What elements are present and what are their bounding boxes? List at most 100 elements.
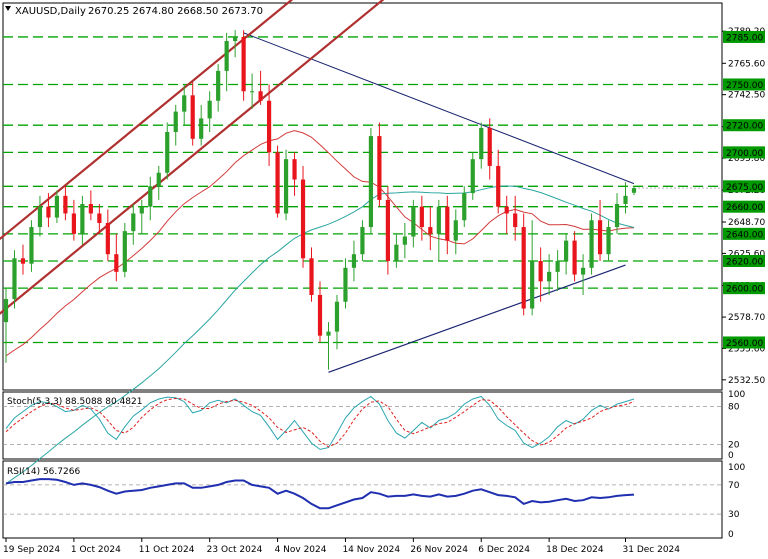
level-tag (723, 180, 765, 193)
chart-header: XAUUSD,Daily 2670.25 2674.80 2668.50 267… (5, 6, 263, 17)
candle-body (368, 136, 374, 228)
candle-body (487, 127, 492, 166)
candle-body (105, 222, 110, 255)
ascending-trendline (328, 264, 626, 373)
candle-body (479, 127, 484, 160)
rsi-label: RSI(14) 56.7266 (7, 467, 80, 477)
candle-body (199, 118, 204, 139)
price-tick-label: 2742.50 (728, 91, 765, 101)
candle-body (564, 240, 569, 261)
level-tag-label: 2750.00 (726, 81, 763, 91)
rsi-line (5, 478, 635, 510)
ohlc-label: 2670.25 2674.80 2668.50 2673.70 (88, 6, 263, 17)
level-tag-label: 2700.00 (726, 149, 763, 159)
candle-body (224, 41, 229, 71)
level-tag-label: 2675.00 (726, 183, 763, 193)
candle-body (165, 132, 170, 173)
channel-upper-line (0, 0, 294, 241)
rsi-tick-label: 0 (728, 530, 734, 540)
main-panel-frame (2, 2, 723, 391)
candle-body (555, 261, 560, 272)
time-tick-label: 23 Oct 2024 (207, 545, 263, 555)
rsi-tick-label: 70 (728, 481, 740, 491)
candle-body (360, 227, 365, 255)
level-labels: 2785.00 2750.00 2720.00 2700.00 2675.00 2660.… (638, 30, 765, 349)
candle-body (470, 159, 475, 194)
candle-body (29, 227, 34, 264)
candle-body (580, 267, 586, 275)
candle-body (275, 152, 280, 214)
candle-body (326, 331, 331, 336)
level-tag (723, 336, 765, 349)
level-tag (723, 30, 765, 43)
candle-body (453, 220, 458, 241)
candle-body (445, 206, 450, 241)
candle-body (266, 100, 272, 153)
time-tick-label: 11 Oct 2024 (139, 545, 195, 555)
time-tick-label: 14 Nov 2024 (342, 545, 400, 555)
candle-body (317, 294, 323, 336)
symbol-label: XAUUSD,Daily (15, 6, 86, 17)
candle-body (63, 195, 68, 214)
candle-body (411, 206, 416, 237)
candle-body (97, 213, 102, 223)
candle-body (292, 159, 297, 180)
candle-body (3, 299, 9, 323)
candle-body (216, 70, 221, 101)
stoch-tick-label: 100 (728, 390, 745, 400)
candle-body (148, 186, 153, 207)
level-tag (723, 146, 765, 159)
candle-body (597, 220, 603, 255)
candle-body (88, 203, 93, 214)
price-tick-label: 2578.70 (728, 313, 765, 323)
price-tick-label: 2695.80 (728, 154, 765, 164)
rsi-panel: 100 70 30 0 (3, 463, 745, 540)
candle-body (351, 254, 357, 268)
candle-body (283, 159, 289, 214)
stoch-tick-label: 0 (728, 451, 734, 461)
candle-body (37, 206, 43, 228)
candle-body (71, 213, 76, 234)
stoch-label: Stoch(5,3,3) 88.5088 80.4821 (7, 397, 142, 407)
candle-body (436, 206, 441, 234)
ma-slow-line (5, 185, 635, 485)
candle-body (513, 213, 518, 228)
candle-body (623, 195, 628, 204)
stochastic-panel: 100 80 200 (3, 390, 745, 461)
candle-body (258, 91, 263, 101)
candle-body (530, 261, 535, 309)
stoch-panel-frame (2, 391, 723, 460)
level-tag (723, 78, 765, 91)
candle-body (233, 36, 238, 42)
level-tag-label: 2640.00 (726, 230, 763, 240)
level-tag (723, 282, 765, 295)
time-tick-label: 31 Dec 2024 (623, 545, 681, 555)
time-axis: 19 Sep 2024 1 Oct 2024 11 Oct 2024 23 Oct 2… (3, 538, 680, 555)
level-tag (723, 200, 765, 213)
price-tick-label: 2532.50 (728, 376, 765, 386)
candle-body (377, 136, 382, 200)
ma-fast-line (5, 130, 635, 357)
level-tag (723, 227, 765, 240)
price-tick-label: 2648.70 (728, 218, 765, 228)
candle-body (496, 165, 501, 207)
level-tag-label: 2785.00 (726, 33, 763, 43)
candle-body (394, 244, 399, 261)
candle-body (343, 267, 348, 302)
candle-body (131, 213, 136, 232)
candle-body (538, 261, 543, 282)
candle-body (114, 254, 119, 272)
candle-body (572, 240, 577, 275)
candle-body (122, 231, 127, 272)
candle-body (462, 193, 467, 221)
candle-body (156, 172, 161, 187)
candle-body (300, 179, 306, 259)
candle-body (631, 188, 637, 193)
candle-body (606, 227, 611, 255)
level-tag-label: 2600.00 (726, 285, 763, 295)
candle-body (80, 203, 85, 234)
level-tag-label: 2660.00 (726, 203, 763, 213)
price-tick-label: 2765.60 (728, 59, 765, 69)
candle-body (428, 227, 433, 234)
